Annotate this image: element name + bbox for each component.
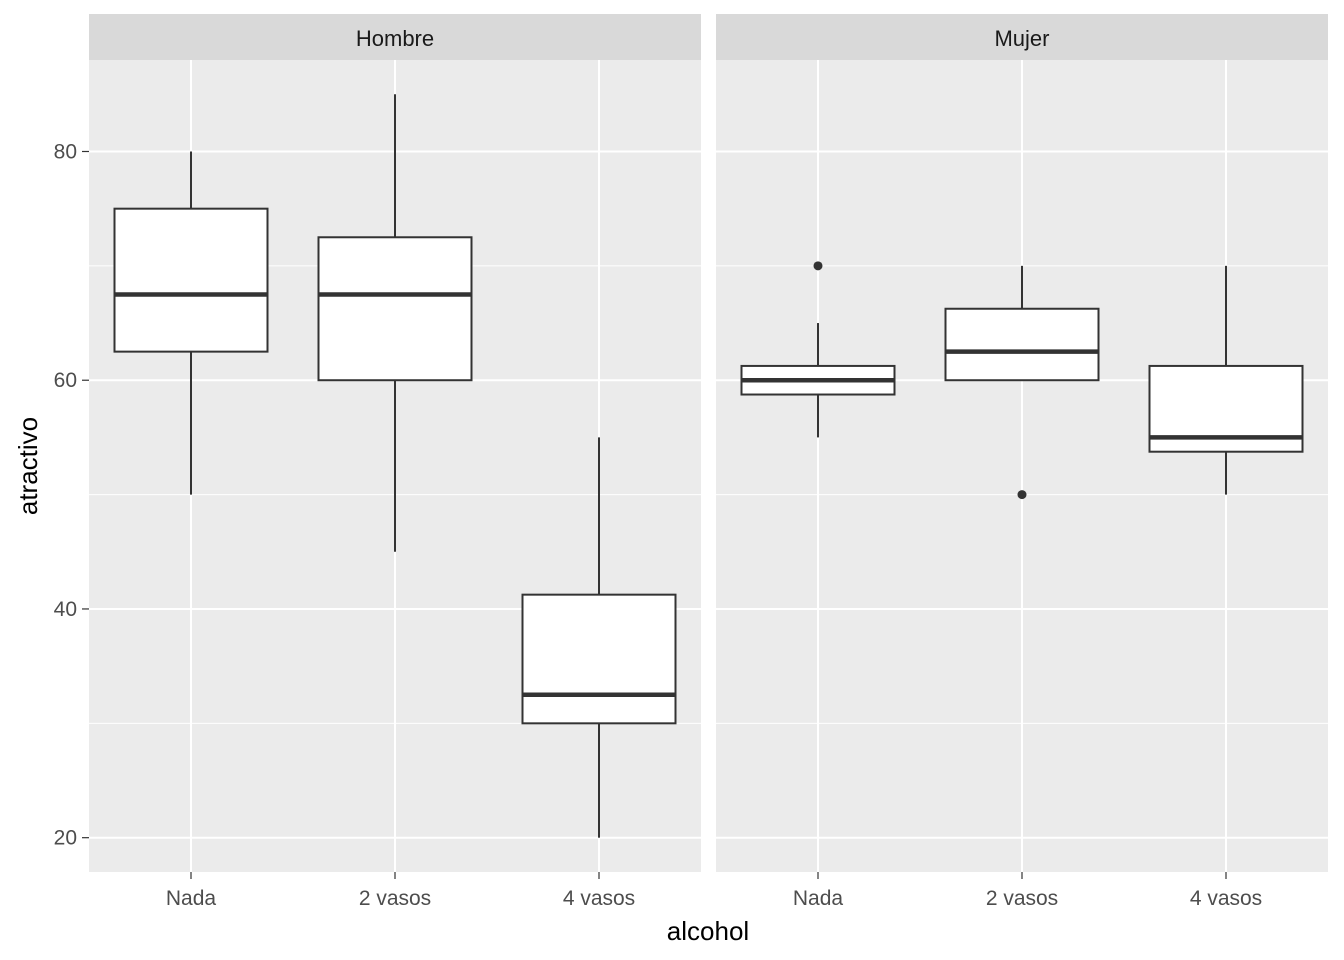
box-mujer-2-vasos — [944, 265, 1100, 500]
x-tick-label: 4 vasos — [1190, 887, 1262, 910]
box-iqr — [113, 207, 269, 353]
y-tick-label: 60 — [54, 369, 77, 392]
y-axis: 20 40 60 80 — [54, 140, 89, 850]
box-iqr — [944, 307, 1100, 382]
facet-strip-label: Mujer — [994, 26, 1049, 51]
facet-panel-hombre: Hombre Nada 2 vasos 4 vasos — [89, 14, 701, 910]
x-tick-label: 4 vasos — [563, 887, 635, 910]
facet-strip — [89, 14, 701, 60]
facet-panel-mujer: Mujer Nada 2 vasos 4 vasos — [716, 14, 1328, 910]
y-tick-label: 80 — [54, 140, 77, 163]
box-mujer-4-vasos — [1148, 265, 1304, 495]
facet-strip — [716, 14, 1328, 60]
y-tick-label: 20 — [54, 827, 77, 850]
outlier-point — [1017, 490, 1027, 500]
x-tick-label: Nada — [166, 887, 217, 910]
x-tick-label: Nada — [793, 887, 844, 910]
y-tick-label: 40 — [54, 598, 77, 621]
x-tick-label: 2 vasos — [986, 887, 1058, 910]
box-hombre-2-vasos — [317, 94, 473, 552]
box-mujer-nada — [740, 261, 896, 438]
y-axis-title: atractivo — [13, 417, 43, 515]
box-hombre-nada — [113, 151, 269, 495]
box-iqr — [317, 236, 473, 382]
facet-panels: Hombre Nada 2 vasos 4 vasos Mujer Nada 2 vasos… — [89, 14, 1328, 910]
facet-strip-label: Hombre — [356, 26, 434, 51]
x-tick-label: 2 vasos — [359, 887, 431, 910]
x-axis-title: alcohol — [667, 916, 749, 946]
box-iqr — [521, 593, 677, 725]
box-hombre-4-vasos — [521, 437, 677, 838]
outlier-point — [813, 261, 823, 271]
